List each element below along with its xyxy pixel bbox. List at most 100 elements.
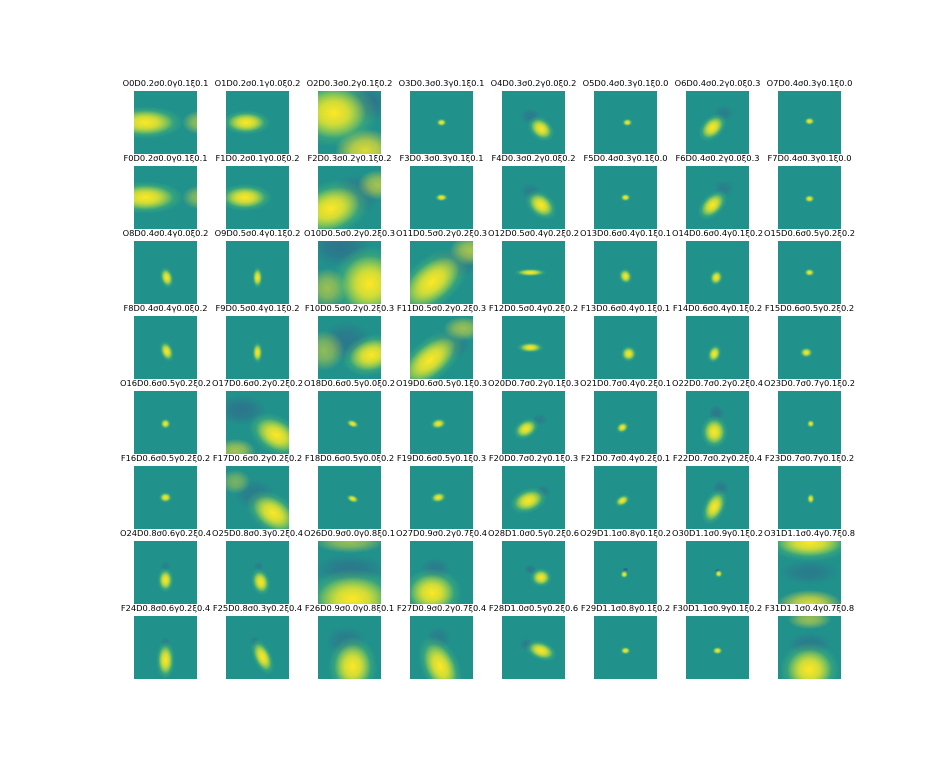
- filter-peak: [704, 419, 725, 445]
- filter-peak: [432, 419, 445, 428]
- filter-peak: [529, 194, 553, 216]
- filter-panel: F23D0.7σ0.7γ0.1ξ0.2: [765, 453, 854, 529]
- filter-peak: [437, 119, 446, 126]
- panel-title: F9D0.5σ0.4γ0.1ξ0.2: [215, 303, 299, 313]
- panel-title: F23D0.7σ0.7γ0.1ξ0.2: [765, 453, 854, 463]
- filter-peak: [514, 490, 543, 511]
- secondary-lobe: [226, 438, 256, 454]
- panel-title: O3D0.3σ0.3γ0.1ξ0.1: [399, 78, 485, 88]
- panel-title: O23D0.7σ0.7γ0.1ξ0.2: [764, 378, 855, 388]
- secondary-lobe: [226, 469, 251, 494]
- filter-panel: F12D0.5σ0.4γ0.2ξ0.2: [489, 303, 578, 379]
- filter-panel: F28D1.0σ0.5γ0.2ξ0.6: [489, 603, 578, 679]
- panel-title: F8D0.4σ0.4γ0.0ξ0.2: [123, 303, 207, 313]
- filter-peak: [432, 493, 445, 502]
- panel-title: F30D1.1σ0.9γ0.1ξ0.2: [673, 603, 762, 613]
- filter-peak: [436, 194, 447, 201]
- panel-title: F10D0.5σ0.2γ0.2ξ0.3: [305, 303, 394, 313]
- panel-title: F26D0.9σ0.0γ0.8ξ0.1: [305, 603, 394, 613]
- negative-lobe: [253, 561, 264, 572]
- panel-title: F17D0.6σ0.2γ0.2ξ0.2: [213, 453, 302, 463]
- filter-panel: F5D0.4σ0.3γ0.1ξ0.0: [583, 153, 668, 229]
- filter-peak: [702, 117, 723, 138]
- panel-title: O24D0.8σ0.6γ0.2ξ0.4: [120, 528, 211, 538]
- filter-peak: [621, 647, 630, 654]
- filter-peak: [531, 119, 552, 139]
- filter-panel: O11D0.5σ0.2γ0.2ξ0.3: [396, 228, 487, 304]
- filter-panel: F14D0.6σ0.4γ0.1ξ0.2: [673, 303, 762, 379]
- filter-panel: O29D1.1σ0.8γ0.1ξ0.2: [580, 528, 671, 604]
- panel-title: O14D0.6σ0.4γ0.1ξ0.2: [672, 228, 763, 238]
- filter-panel: O0D0.2σ0.0γ0.1ξ0.1: [123, 78, 209, 154]
- negative-lobe: [779, 560, 840, 585]
- filter-panel: F27D0.9σ0.2γ0.7ξ0.4: [397, 603, 486, 679]
- panel-title: F29D1.1σ0.8γ0.1ξ0.2: [581, 603, 670, 613]
- filter-panel: F13D0.6σ0.4γ0.1ξ0.1: [581, 303, 670, 379]
- panel-title: O22D0.7σ0.2γ0.2ξ0.4: [672, 378, 763, 388]
- filter-peak: [318, 576, 381, 604]
- filter-peak: [621, 194, 630, 201]
- filter-peak: [715, 570, 722, 577]
- panel-title: F7D0.4σ0.3γ0.1ξ0.0: [767, 153, 851, 163]
- panel-title: F4D0.3σ0.2γ0.0ξ0.2: [491, 153, 575, 163]
- panel-title: O13D0.6σ0.4γ0.1ξ0.1: [580, 228, 671, 238]
- filter-panel: F17D0.6σ0.2γ0.2ξ0.2: [213, 453, 302, 529]
- filter-peak: [616, 496, 628, 506]
- filter-peak: [253, 643, 272, 671]
- filter-panel: F29D1.1σ0.8γ0.1ξ0.2: [581, 603, 670, 679]
- filter-peak: [805, 195, 814, 202]
- filter-panel: O21D0.7σ0.4γ0.2ξ0.1: [580, 378, 671, 454]
- panel-title: O6D0.4σ0.2γ0.0ξ0.3: [675, 78, 761, 88]
- filter-panel: O20D0.7σ0.2γ0.1ξ0.3: [488, 378, 579, 454]
- filter-peak: [532, 570, 550, 585]
- filter-panel: F20D0.7σ0.2γ0.1ξ0.3: [489, 453, 578, 529]
- panel-title: F12D0.5σ0.4γ0.2ξ0.2: [489, 303, 578, 313]
- filter-peak: [134, 185, 174, 210]
- filter-peak: [226, 187, 266, 208]
- filter-panel: F2D0.3σ0.2γ0.1ξ0.2: [307, 153, 392, 229]
- panel-title: F11D0.5σ0.2γ0.2ξ0.3: [397, 303, 486, 313]
- filter-panel: O6D0.4σ0.2γ0.0ξ0.3: [675, 78, 761, 154]
- panel-title: O27D0.9σ0.2γ0.7ξ0.4: [396, 528, 487, 538]
- heatmap-background: [778, 316, 841, 379]
- filter-panel: F8D0.4σ0.4γ0.0ξ0.2: [123, 303, 208, 379]
- panel-title: O20D0.7σ0.2γ0.1ξ0.3: [488, 378, 579, 388]
- filter-panel: O5D0.4σ0.3γ0.1ξ0.0: [583, 78, 669, 154]
- filter-peak: [620, 270, 631, 283]
- filter-peak: [134, 110, 174, 135]
- filter-peak: [623, 119, 632, 126]
- filter-peak: [410, 337, 456, 379]
- panel-title: O4D0.3σ0.2γ0.0ξ0.2: [491, 78, 577, 88]
- panel-title: O21D0.7σ0.4γ0.2ξ0.1: [580, 378, 671, 388]
- filter-panel: O10D0.5σ0.2γ0.2ξ0.3: [304, 228, 395, 304]
- filter-panel: O28D1.0σ0.5γ0.2ξ0.6: [488, 528, 579, 604]
- filter-panel: O19D0.6σ0.5γ0.1ξ0.3: [396, 378, 487, 454]
- filter-panel: F19D0.6σ0.5γ0.1ξ0.3: [397, 453, 486, 529]
- filter-panel: F10D0.5σ0.2γ0.2ξ0.3: [305, 303, 394, 379]
- filter-panel: O7D0.4σ0.3γ0.1ξ0.0: [767, 78, 852, 154]
- panel-title: F28D1.0σ0.5γ0.2ξ0.6: [489, 603, 578, 613]
- filter-peak: [160, 493, 171, 502]
- filter-peak: [161, 269, 173, 286]
- filter-peak: [787, 649, 832, 679]
- panel-title: F21D0.7σ0.4γ0.2ξ0.1: [581, 453, 670, 463]
- panel-title: F24D0.8σ0.6γ0.2ξ0.4: [121, 603, 210, 613]
- filter-peak: [347, 495, 358, 503]
- secondary-lobe: [787, 616, 832, 630]
- panel-title: F5D0.4σ0.3γ0.1ξ0.0: [583, 153, 667, 163]
- filter-panel: O17D0.6σ0.2γ0.2ξ0.2: [212, 378, 303, 454]
- panel-title: O5D0.4σ0.3γ0.1ξ0.0: [583, 78, 669, 88]
- panel-title: O10D0.5σ0.2γ0.2ξ0.3: [304, 228, 395, 238]
- filter-panel: O31D1.1σ0.4γ0.7ξ0.8: [764, 528, 855, 604]
- secondary-lobe: [318, 330, 345, 371]
- panel-title: F31D1.1σ0.4γ0.7ξ0.8: [765, 603, 854, 613]
- panel-title: O26D0.9σ0.0γ0.8ξ0.1: [304, 528, 395, 538]
- filter-panel: O4D0.3σ0.2γ0.0ξ0.2: [491, 78, 577, 154]
- filter-panel: O24D0.8σ0.6γ0.2ξ0.4: [120, 528, 211, 604]
- filter-peak: [318, 187, 360, 229]
- filter-panel: O22D0.7σ0.2γ0.2ξ0.4: [672, 378, 763, 454]
- filter-peak: [253, 344, 262, 361]
- panel-title: O0D0.2σ0.0γ0.1ξ0.1: [123, 78, 209, 88]
- filter-peak: [255, 418, 289, 452]
- filter-peak: [341, 255, 381, 304]
